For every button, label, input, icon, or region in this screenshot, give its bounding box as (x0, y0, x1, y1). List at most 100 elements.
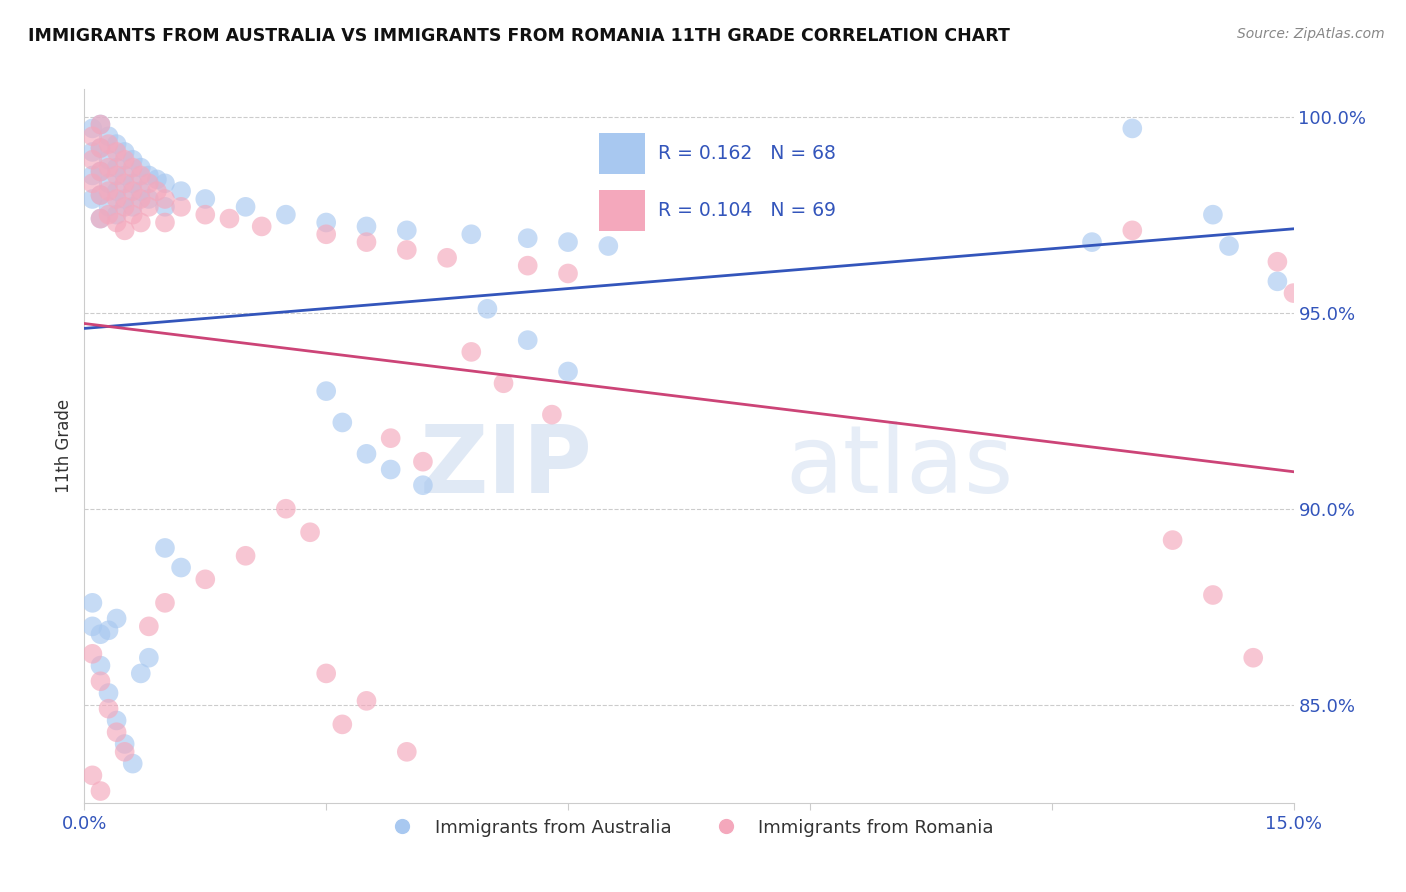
Point (105, 714, 128, 728)
Point (194, 192, 217, 206)
Point (82, 121, 104, 136)
Point (89, 211, 111, 226)
Point (477, 301, 499, 316)
Point (105, 184, 128, 198)
Point (121, 208, 143, 222)
Point (105, 215, 128, 229)
Point (97, 624, 120, 638)
Point (1241, 650, 1264, 665)
Point (557, 267, 579, 281)
Point (153, 192, 176, 206)
Point (194, 572, 217, 586)
Point (395, 745, 418, 759)
Point (105, 137, 128, 152)
Point (114, 176, 136, 190)
Point (89, 141, 111, 155)
Point (89, 211, 111, 226)
Point (114, 169, 136, 183)
Point (105, 169, 128, 183)
Point (1202, 208, 1225, 222)
Point (153, 541, 176, 555)
Point (114, 192, 136, 206)
Point (356, 694, 378, 708)
Point (395, 223, 418, 237)
Point (330, 717, 353, 731)
Point (97, 208, 120, 222)
Point (1267, 254, 1289, 268)
Point (330, 416, 353, 430)
Point (129, 169, 152, 183)
Point (97, 702, 120, 716)
Point (89, 674, 111, 689)
Point (356, 447, 378, 461)
Point (89, 627, 111, 641)
Point (105, 145, 128, 159)
Point (153, 596, 176, 610)
Point (114, 153, 136, 167)
Point (153, 176, 176, 190)
Point (153, 200, 176, 214)
Point (105, 161, 128, 175)
Point (121, 161, 143, 175)
Point (114, 737, 136, 751)
Point (146, 184, 169, 198)
Point (1267, 274, 1289, 288)
Point (114, 145, 136, 159)
Point (146, 172, 169, 186)
Point (138, 200, 160, 214)
Point (315, 215, 337, 229)
Point (299, 525, 322, 540)
Point (105, 725, 128, 739)
Point (170, 200, 193, 214)
Point (460, 227, 482, 242)
Point (97, 176, 120, 190)
Point (121, 200, 143, 214)
Point (105, 208, 128, 222)
Point (395, 243, 418, 257)
Point (138, 169, 160, 183)
Point (492, 376, 515, 391)
Point (82, 619, 104, 633)
Legend: Immigrants from Australia, Immigrants from Romania: Immigrants from Australia, Immigrants fr… (377, 812, 1001, 844)
Point (121, 176, 143, 190)
Point (436, 251, 458, 265)
Point (82, 768, 104, 782)
Point (89, 118, 111, 132)
Y-axis label: 11th Grade: 11th Grade (55, 399, 73, 493)
Point (97, 184, 120, 198)
Point (89, 164, 111, 178)
Point (105, 192, 128, 206)
Text: atlas: atlas (786, 421, 1014, 514)
Point (1218, 239, 1240, 253)
Point (235, 200, 257, 214)
Point (97, 137, 120, 152)
Point (114, 745, 136, 759)
Point (89, 164, 111, 178)
Point (460, 345, 482, 359)
Point (89, 658, 111, 673)
Point (315, 666, 337, 681)
Point (412, 455, 434, 469)
Point (218, 211, 240, 226)
Point (82, 192, 104, 206)
Point (170, 560, 193, 574)
Text: IMMIGRANTS FROM AUSTRALIA VS IMMIGRANTS FROM ROMANIA 11TH GRADE CORRELATION CHAR: IMMIGRANTS FROM AUSTRALIA VS IMMIGRANTS … (28, 27, 1010, 45)
Point (121, 756, 143, 771)
Point (557, 235, 579, 249)
Point (82, 596, 104, 610)
Point (516, 259, 538, 273)
Point (89, 141, 111, 155)
Point (82, 647, 104, 661)
Point (82, 169, 104, 183)
Point (194, 208, 217, 222)
Point (82, 176, 104, 190)
Text: ZIP: ZIP (419, 421, 592, 514)
Point (380, 462, 402, 476)
Point (97, 161, 120, 175)
Point (557, 364, 579, 378)
Point (356, 219, 378, 234)
Point (82, 129, 104, 144)
Point (1282, 286, 1305, 301)
Point (138, 192, 160, 206)
Point (89, 784, 111, 798)
